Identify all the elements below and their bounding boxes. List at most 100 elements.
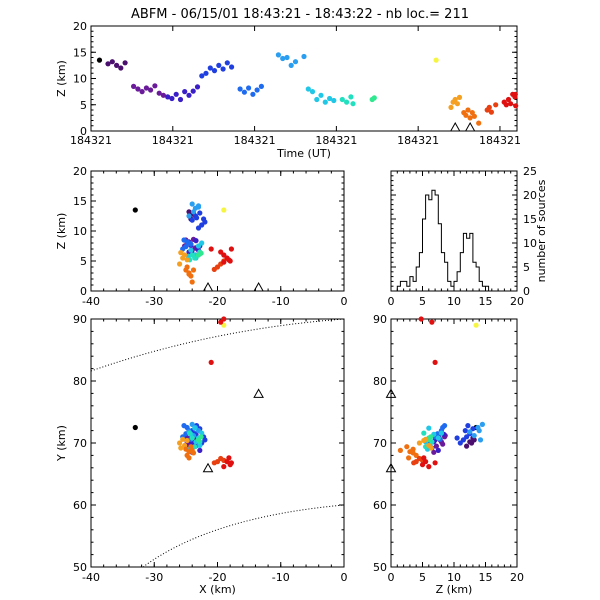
y-tick-label: 5	[523, 261, 530, 274]
y-tick-label: 5	[80, 255, 87, 268]
source-point	[452, 96, 458, 103]
source-point	[178, 445, 184, 451]
source-point	[404, 444, 410, 450]
y-axis-label: Z (km)	[55, 60, 68, 97]
source-point	[177, 261, 183, 267]
source-point	[132, 424, 138, 431]
source-point	[180, 436, 186, 442]
source-point	[250, 91, 256, 97]
x-tick-label: -40	[82, 571, 100, 584]
source-point	[220, 66, 226, 72]
source-point	[471, 433, 477, 439]
source-point	[228, 246, 234, 252]
x-tick-label: 5	[419, 571, 426, 584]
x-tick-label: 15	[479, 295, 493, 308]
y-tick-label: 0	[80, 285, 87, 298]
source-point	[339, 96, 345, 103]
y-tick-label: 20	[73, 165, 87, 178]
source-point	[433, 57, 439, 63]
source-point	[440, 441, 446, 447]
y-tick-label: 90	[373, 313, 387, 326]
time-height-panel: 0 5 10 15 20 Time (UT) Z (km) 184321 184321 18432…	[55, 20, 521, 160]
plot-frame	[90, 170, 345, 292]
source-point	[194, 215, 200, 221]
source-point	[169, 95, 175, 102]
source-point	[122, 60, 128, 66]
y-tick-label: 60	[73, 499, 87, 512]
source-point	[513, 103, 519, 109]
source-point	[118, 65, 124, 71]
source-point	[221, 207, 227, 213]
station-marker	[464, 121, 476, 132]
source-point	[512, 91, 518, 97]
source-point	[476, 428, 482, 434]
x-tick-label: 184321	[152, 134, 194, 147]
source-point	[192, 444, 198, 450]
station-marker	[202, 462, 214, 473]
range-rings	[91, 319, 344, 567]
source-point	[96, 57, 103, 63]
source-point	[331, 97, 337, 104]
source-point	[226, 257, 232, 263]
source-point	[435, 435, 441, 441]
x-tick-label: -30	[145, 571, 163, 584]
source-point	[410, 450, 416, 456]
y-tick-label: 15	[73, 195, 87, 208]
source-point	[114, 62, 120, 68]
plot-frame	[390, 170, 518, 292]
source-point	[432, 359, 438, 365]
source-point	[197, 442, 203, 449]
x-tick-label: 15	[479, 571, 493, 584]
source-point	[189, 447, 195, 453]
source-point	[132, 207, 138, 213]
source-point	[190, 267, 197, 273]
source-point	[186, 455, 192, 461]
source-point	[156, 90, 162, 96]
source-point	[426, 464, 432, 470]
source-point	[188, 241, 194, 247]
x-tick-label: 184321	[315, 134, 357, 147]
source-point	[465, 423, 471, 429]
x-tick-label: 184321	[397, 134, 439, 147]
source-point	[448, 104, 454, 110]
source-point	[418, 316, 424, 322]
source-point	[464, 443, 470, 449]
y-tick-label: 20	[73, 20, 87, 33]
source-point	[433, 443, 439, 449]
source-point	[288, 62, 294, 68]
source-point	[228, 460, 234, 466]
source-point	[467, 429, 473, 435]
source-point	[442, 423, 448, 429]
source-point	[226, 455, 232, 461]
histogram-outline	[396, 189, 490, 291]
source-point	[429, 319, 435, 325]
source-point	[105, 61, 111, 67]
y-tick-label: 10	[73, 225, 87, 238]
x-tick-label: 0	[341, 571, 348, 584]
y-tick-label: 50	[73, 561, 87, 574]
source-point	[438, 430, 444, 436]
source-point	[224, 60, 230, 66]
source-point	[246, 85, 252, 91]
range-ring-outer	[91, 319, 344, 372]
x-tick-label: -10	[272, 295, 290, 308]
source-point	[327, 95, 333, 102]
source-point	[508, 101, 514, 107]
source-point	[165, 94, 171, 100]
zy-plane-panel: 0 5 10 15 20 50 60 70 80 90 Z (km)	[373, 313, 524, 596]
y-axis-label: number of sources	[535, 179, 548, 282]
station-marker	[449, 121, 461, 132]
source-point	[486, 104, 492, 110]
source-point	[406, 455, 412, 461]
x-tick-label: -20	[209, 295, 227, 308]
source-point	[467, 439, 473, 445]
source-point	[173, 91, 179, 97]
source-point	[186, 209, 192, 215]
source-point	[194, 84, 201, 90]
source-point	[211, 68, 218, 74]
source-point	[397, 447, 403, 453]
source-point	[207, 65, 213, 71]
source-point	[432, 460, 438, 466]
source-point	[186, 271, 192, 277]
xy-plane-panel: -40 -30 -20 -10 0 50 60 70 80 90 X (km) Y (km)	[55, 313, 348, 596]
